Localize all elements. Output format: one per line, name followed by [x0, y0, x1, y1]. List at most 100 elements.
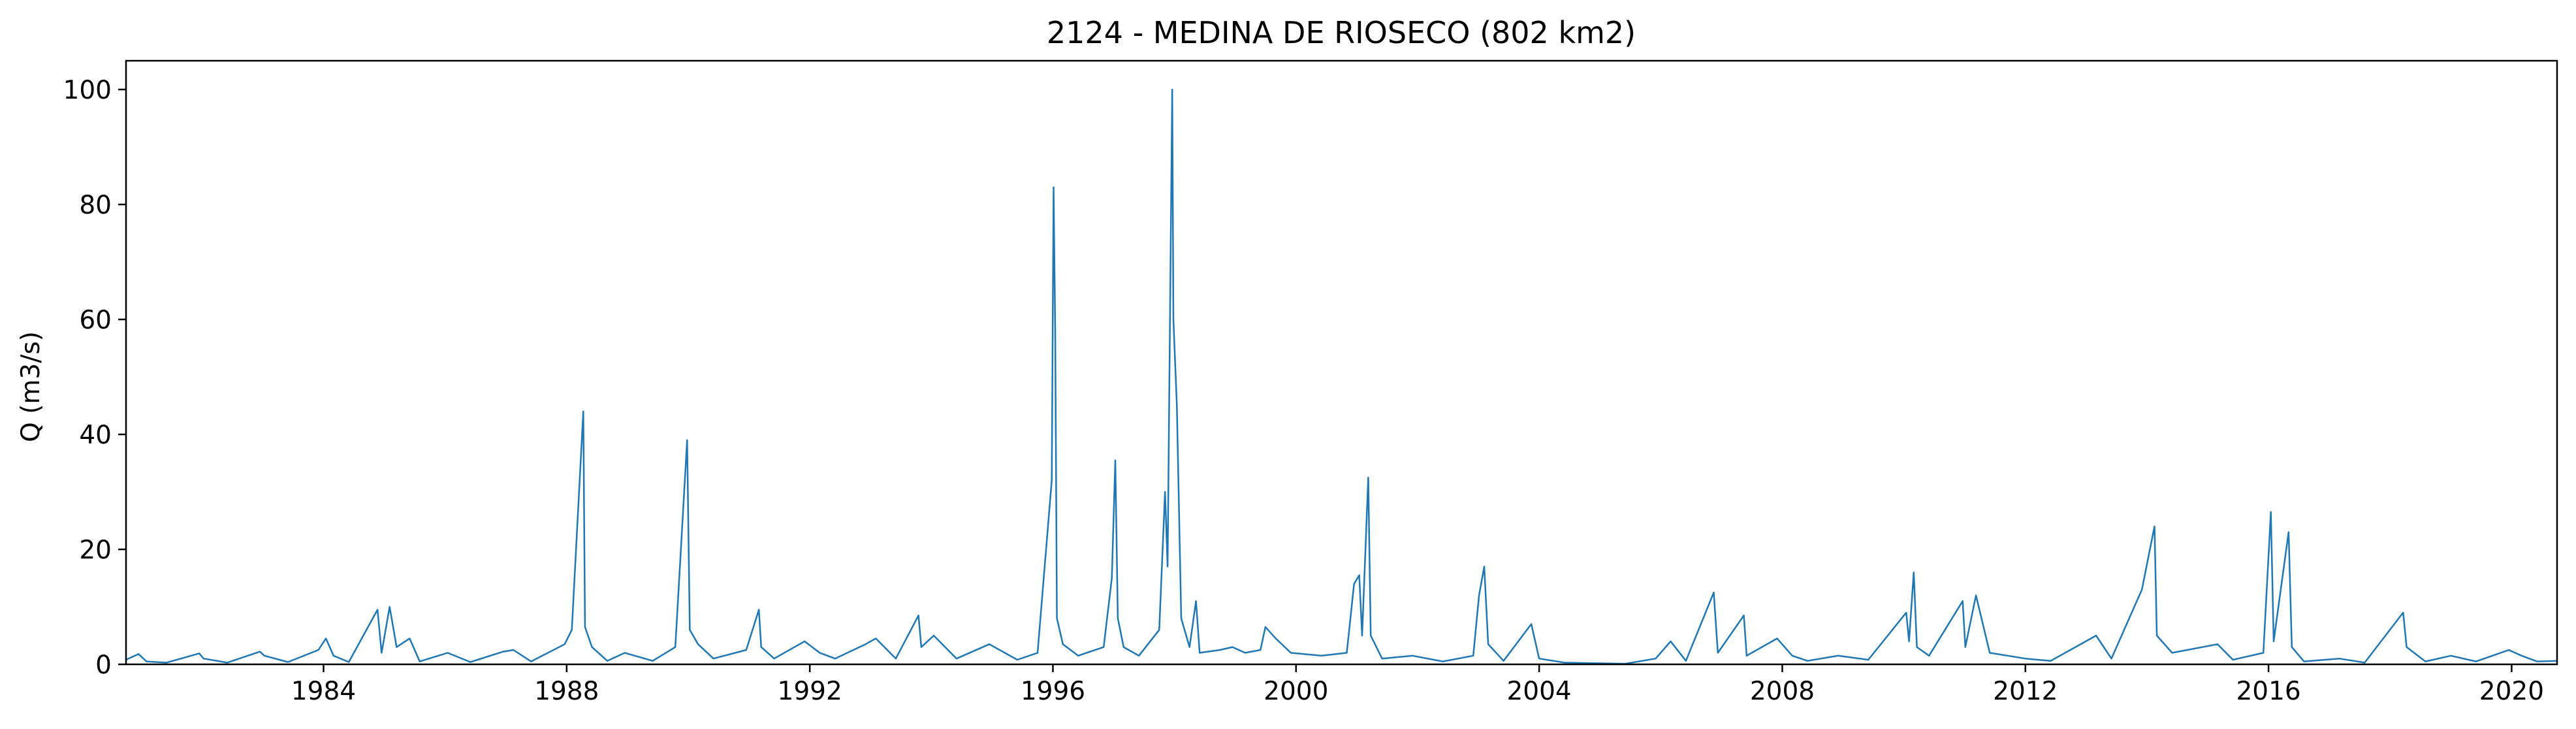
discharge-data-point [1965, 646, 1966, 648]
discharge-data-point [584, 626, 586, 628]
discharge-data-point [530, 660, 532, 662]
discharge-data-point [758, 609, 759, 611]
discharge-data-point [1989, 652, 1990, 654]
discharge-data-point [652, 660, 654, 662]
discharge-data-point [564, 643, 565, 645]
x-tick-label: 2012 [1993, 677, 2058, 706]
discharge-data-point [264, 655, 265, 656]
discharge-data-point [1484, 566, 1485, 568]
discharge-data-point [1117, 617, 1119, 619]
y-tick-label: 0 [95, 651, 112, 680]
discharge-data-point [1077, 655, 1079, 656]
x-tick-label: 1996 [1021, 677, 1085, 706]
y-tick-label: 100 [63, 76, 112, 105]
discharge-data-point [199, 653, 200, 655]
discharge-data-point [2270, 511, 2272, 513]
discharge-data-point [227, 662, 228, 664]
discharge-data-point [1685, 660, 1687, 662]
discharge-data-point [1017, 659, 1018, 660]
discharge-data-point [2338, 658, 2340, 659]
discharge-data-point [469, 661, 471, 663]
discharge-data-point [513, 649, 515, 651]
discharge-data-point [2050, 660, 2052, 662]
x-axis-ticks: 1984 1988 1992 1996 2000 2004 2008 2012 2016 2020 [291, 664, 2544, 706]
discharge-data-point [2425, 660, 2426, 662]
discharge-data-point [1868, 659, 1869, 660]
discharge-data-point [2095, 635, 2097, 636]
discharge-data-point [1353, 583, 1355, 585]
discharge-data-point [2141, 589, 2142, 591]
discharge-data-point [1138, 655, 1139, 656]
discharge-data-point [1173, 319, 1174, 320]
discharge-data-point [1743, 615, 1745, 616]
discharge-data-point [804, 641, 805, 642]
discharge-data-point [1478, 594, 1480, 596]
discharge-data-point [1062, 643, 1064, 645]
discharge-data-point [2520, 655, 2522, 656]
discharge-data-point [396, 646, 398, 648]
discharge-data-point [1975, 594, 1977, 596]
discharge-data-point [1176, 405, 1178, 406]
chart-title: 2124 - MEDINA DE RIOSECO (802 km2) [1047, 15, 1636, 50]
discharge-data-point [895, 658, 897, 659]
discharge-data-point [1346, 652, 1348, 654]
discharge-data-point [1837, 655, 1839, 656]
x-tick-label: 2004 [1506, 677, 1571, 706]
y-axis-ticks: 0 20 40 60 80 100 [63, 76, 126, 680]
discharge-data-point [1962, 600, 1964, 602]
discharge-data-point [1807, 660, 1808, 662]
discharge-data-point [2536, 660, 2537, 662]
discharge-data-point [447, 652, 449, 654]
discharge-data-point [389, 606, 390, 608]
discharge-data-point [1370, 635, 1371, 636]
discharge-data-point [675, 646, 676, 648]
discharge-data-point [1367, 477, 1369, 478]
discharge-data-point [377, 609, 378, 611]
discharge-data-point [1564, 662, 1565, 664]
x-tick-label: 2016 [2236, 677, 2300, 706]
discharge-data-point [835, 658, 836, 659]
discharge-data-point [1171, 89, 1173, 90]
discharge-data-point [582, 411, 584, 412]
discharge-data-point [1487, 643, 1489, 645]
discharge-data-point [1442, 660, 1444, 662]
discharge-data-point [1358, 574, 1360, 576]
discharge-data-point [624, 652, 626, 654]
discharge-data-point [1167, 566, 1168, 568]
discharge-data-point [2263, 652, 2264, 654]
discharge-data-point [1503, 660, 1504, 662]
discharge-data-point [819, 652, 821, 654]
discharge-data-point [1905, 612, 1907, 613]
discharge-data-point [2156, 635, 2157, 636]
discharge-data-point [865, 643, 867, 645]
discharge-data-point [1188, 646, 1190, 648]
discharge-data-point [1713, 592, 1715, 593]
discharge-data-point [1195, 600, 1197, 602]
x-tick-label: 2000 [1264, 677, 1328, 706]
discharge-data-point [607, 660, 608, 662]
discharge-data-point [146, 660, 148, 662]
discharge-data-point [1290, 652, 1292, 654]
discharge-data-point [2171, 652, 2173, 654]
discharge-data-point [1670, 641, 1672, 642]
discharge-data-point [419, 660, 421, 662]
discharge-data-point [2303, 660, 2305, 662]
discharge-data-point [686, 440, 688, 441]
discharge-data-point [1232, 646, 1233, 648]
discharge-data-point [1199, 652, 1200, 654]
discharge-data-point [1158, 629, 1160, 630]
discharge-data-point [2406, 646, 2408, 648]
discharge-data-point [760, 646, 762, 648]
discharge-data-point [2508, 649, 2509, 651]
discharge-data-point [2110, 658, 2112, 659]
discharge-data-point [712, 658, 714, 659]
y-tick-label: 80 [79, 191, 112, 220]
discharge-data-point [138, 653, 139, 655]
discharge-data-point [333, 655, 334, 656]
discharge-data-point [1472, 655, 1474, 656]
discharge-data-point [1245, 652, 1246, 654]
discharge-data-point [409, 638, 411, 640]
discharge-data-point [1053, 186, 1055, 188]
discharge-data-point [689, 629, 691, 630]
